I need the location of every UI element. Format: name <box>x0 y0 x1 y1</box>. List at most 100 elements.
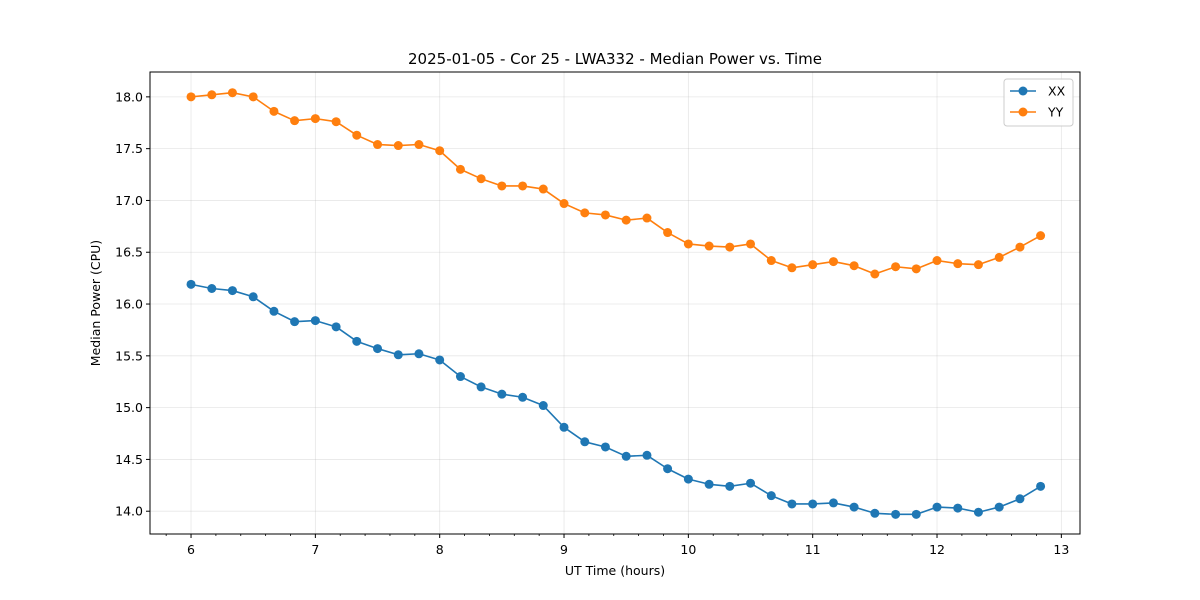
data-point-xx <box>393 350 403 360</box>
y-tick-label: 16.0 <box>115 297 143 312</box>
chart-title: 2025-01-05 - Cor 25 - LWA332 - Median Po… <box>408 50 822 68</box>
data-point-yy <box>891 262 901 272</box>
series-layer <box>186 88 1046 519</box>
y-tick-label: 14.5 <box>115 452 143 467</box>
y-tick-label: 15.5 <box>115 348 143 363</box>
data-point-xx <box>435 355 445 365</box>
legend-items: XX YY <box>1010 84 1066 120</box>
data-point-yy <box>973 260 983 270</box>
data-point-xx <box>1015 494 1025 504</box>
data-point-xx <box>932 502 942 512</box>
data-point-xx <box>704 479 714 489</box>
data-point-xx <box>642 450 652 460</box>
legend-marker-yy <box>1018 107 1028 117</box>
data-point-yy <box>808 260 818 270</box>
data-point-xx <box>870 508 880 518</box>
data-point-xx <box>953 503 963 513</box>
data-point-xx <box>663 464 673 474</box>
data-point-xx <box>828 498 838 508</box>
data-point-yy <box>642 213 652 223</box>
y-tick-label: 17.5 <box>115 141 143 156</box>
data-point-xx <box>725 481 735 491</box>
data-point-xx <box>497 389 507 399</box>
data-point-yy <box>227 88 237 98</box>
data-point-xx <box>766 491 776 501</box>
data-point-yy <box>269 106 279 116</box>
data-point-yy <box>435 146 445 156</box>
data-point-xx <box>559 422 569 432</box>
data-point-yy <box>497 181 507 191</box>
series-yy <box>186 88 1046 279</box>
data-point-xx <box>994 502 1004 512</box>
data-point-xx <box>186 279 196 289</box>
data-point-yy <box>663 228 673 238</box>
data-point-xx <box>621 451 631 461</box>
data-point-yy <box>725 242 735 252</box>
x-tick-label: 6 <box>187 542 195 557</box>
data-point-xx <box>310 316 320 326</box>
data-point-yy <box>393 141 403 151</box>
data-point-yy <box>414 140 424 150</box>
data-point-yy <box>248 92 258 102</box>
data-point-yy <box>331 117 341 127</box>
data-point-xx <box>683 474 693 484</box>
data-point-xx <box>455 372 465 382</box>
data-point-xx <box>849 502 859 512</box>
legend: XX YY <box>1003 78 1074 127</box>
data-point-yy <box>1015 242 1025 252</box>
data-point-yy <box>683 239 693 249</box>
data-point-xx <box>538 401 548 411</box>
data-point-yy <box>600 210 610 220</box>
data-point-yy <box>1036 231 1046 241</box>
data-point-xx <box>352 336 362 346</box>
y-tick-label: 15.0 <box>115 400 143 415</box>
legend-label-yy: YY <box>1047 105 1064 120</box>
data-point-yy <box>766 256 776 266</box>
plot-area-frame <box>149 71 1081 535</box>
data-point-yy <box>580 208 590 218</box>
data-point-yy <box>704 241 714 251</box>
data-point-xx <box>911 509 921 519</box>
x-axis-label: UT Time (hours) <box>565 563 665 578</box>
x-tick-label: 7 <box>311 542 319 557</box>
data-point-xx <box>476 382 486 392</box>
data-point-yy <box>559 199 569 209</box>
data-point-yy <box>455 164 465 174</box>
data-point-yy <box>911 264 921 274</box>
data-point-yy <box>828 257 838 267</box>
y-tick-label: 16.5 <box>115 245 143 260</box>
data-point-yy <box>538 184 548 194</box>
data-point-xx <box>373 344 383 354</box>
data-point-yy <box>621 215 631 225</box>
data-point-yy <box>746 239 756 249</box>
data-point-yy <box>290 116 300 126</box>
x-tick-label: 8 <box>436 542 444 557</box>
series-xx <box>186 279 1046 519</box>
x-tick-label: 11 <box>805 542 821 557</box>
data-point-xx <box>269 306 279 316</box>
data-point-xx <box>891 509 901 519</box>
data-point-yy <box>849 261 859 271</box>
y-tick-label: 17.0 <box>115 193 143 208</box>
x-tick-label: 10 <box>680 542 696 557</box>
x-tick-label: 9 <box>560 542 568 557</box>
data-point-yy <box>476 174 486 184</box>
data-point-yy <box>994 252 1004 262</box>
x-axis: 6 7 8 9 10 11 12 13 <box>165 534 1069 557</box>
data-point-yy <box>932 256 942 266</box>
data-point-yy <box>373 140 383 150</box>
data-point-xx <box>331 322 341 332</box>
data-point-yy <box>207 90 217 100</box>
data-point-xx <box>290 317 300 327</box>
data-point-xx <box>580 437 590 447</box>
data-point-xx <box>518 392 528 402</box>
data-point-yy <box>787 263 797 273</box>
legend-marker-xx <box>1018 86 1028 96</box>
data-point-xx <box>973 507 983 517</box>
data-point-yy <box>870 269 880 279</box>
data-point-xx <box>1036 481 1046 491</box>
data-point-yy <box>518 181 528 191</box>
data-point-xx <box>227 286 237 296</box>
legend-label-xx: XX <box>1048 84 1066 99</box>
